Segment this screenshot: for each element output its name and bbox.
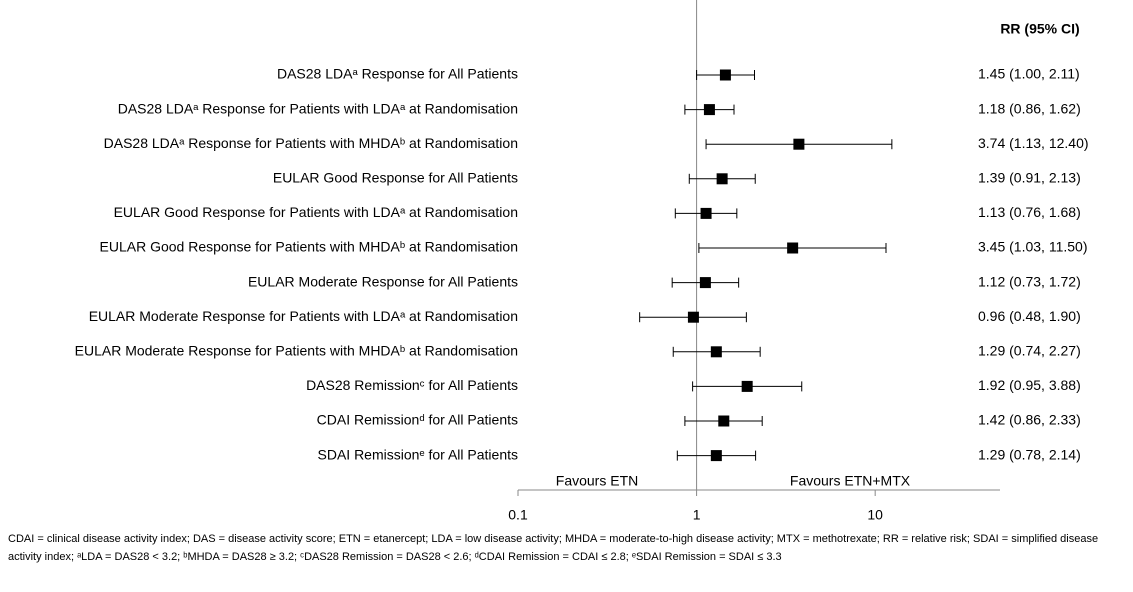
annotation: Favours ETN [556, 473, 638, 489]
row-label: EULAR Good Response for Patients with LD… [114, 204, 518, 220]
x-tick-label: 1 [693, 507, 701, 523]
point-estimate [718, 415, 730, 427]
point-estimate [710, 450, 722, 462]
value-label: 1.13 (0.76, 1.68) [978, 204, 1081, 220]
row-label: DAS28 LDAᵃ Response for Patients with MH… [104, 135, 518, 151]
ci-header: RR (95% CI) [1000, 21, 1079, 37]
row-label: CDAI Remissionᵈ for All Patients [317, 412, 518, 428]
row-label: EULAR Moderate Response for Patients wit… [75, 343, 518, 359]
value-label: 3.74 (1.13, 12.40) [978, 135, 1089, 151]
value-label: 1.12 (0.73, 1.72) [978, 273, 1081, 289]
row-label: SDAI Remissionᵉ for All Patients [318, 446, 519, 462]
annotation: Favours ETN+MTX [790, 473, 911, 489]
row-label: DAS28 LDAᵃ Response for All Patients [277, 66, 518, 82]
row-label: EULAR Moderate Response for Patients wit… [89, 308, 518, 324]
point-estimate [710, 346, 722, 358]
x-tick-label: 10 [867, 507, 883, 523]
row-label: EULAR Moderate Response for All Patients [248, 273, 518, 289]
value-label: 1.42 (0.86, 2.33) [978, 412, 1081, 428]
value-label: 1.45 (1.00, 2.11) [978, 66, 1080, 82]
value-label: 1.39 (0.91, 2.13) [978, 170, 1081, 186]
value-label: 1.29 (0.78, 2.14) [978, 446, 1081, 462]
value-label: 1.92 (0.95, 3.88) [978, 377, 1081, 393]
value-label: 1.18 (0.86, 1.62) [978, 100, 1081, 116]
row-label: DAS28 Remissionᶜ for All Patients [306, 377, 518, 393]
point-estimate [687, 311, 699, 323]
value-label: 1.29 (0.74, 2.27) [978, 343, 1081, 359]
point-estimate [700, 207, 712, 219]
row-label: EULAR Good Response for All Patients [273, 170, 518, 186]
value-label: 0.96 (0.48, 1.90) [978, 308, 1081, 324]
point-estimate [719, 69, 731, 81]
footnote: CDAI = clinical disease activity index; … [8, 533, 1099, 563]
point-estimate [703, 104, 715, 116]
chart: RR (95% CI) Favours ETN Favours ETN+MTX … [75, 0, 1089, 523]
row-label: EULAR Good Response for Patients with MH… [100, 239, 518, 255]
point-estimate [787, 242, 799, 254]
point-estimate [699, 277, 711, 289]
point-estimate [793, 138, 805, 150]
x-tick-label: 0.1 [508, 507, 528, 523]
value-label: 3.45 (1.03, 11.50) [978, 239, 1087, 255]
point-estimate [741, 380, 753, 392]
point-estimate [716, 173, 728, 185]
row-label: DAS28 LDAᵃ Response for Patients with LD… [118, 100, 518, 116]
